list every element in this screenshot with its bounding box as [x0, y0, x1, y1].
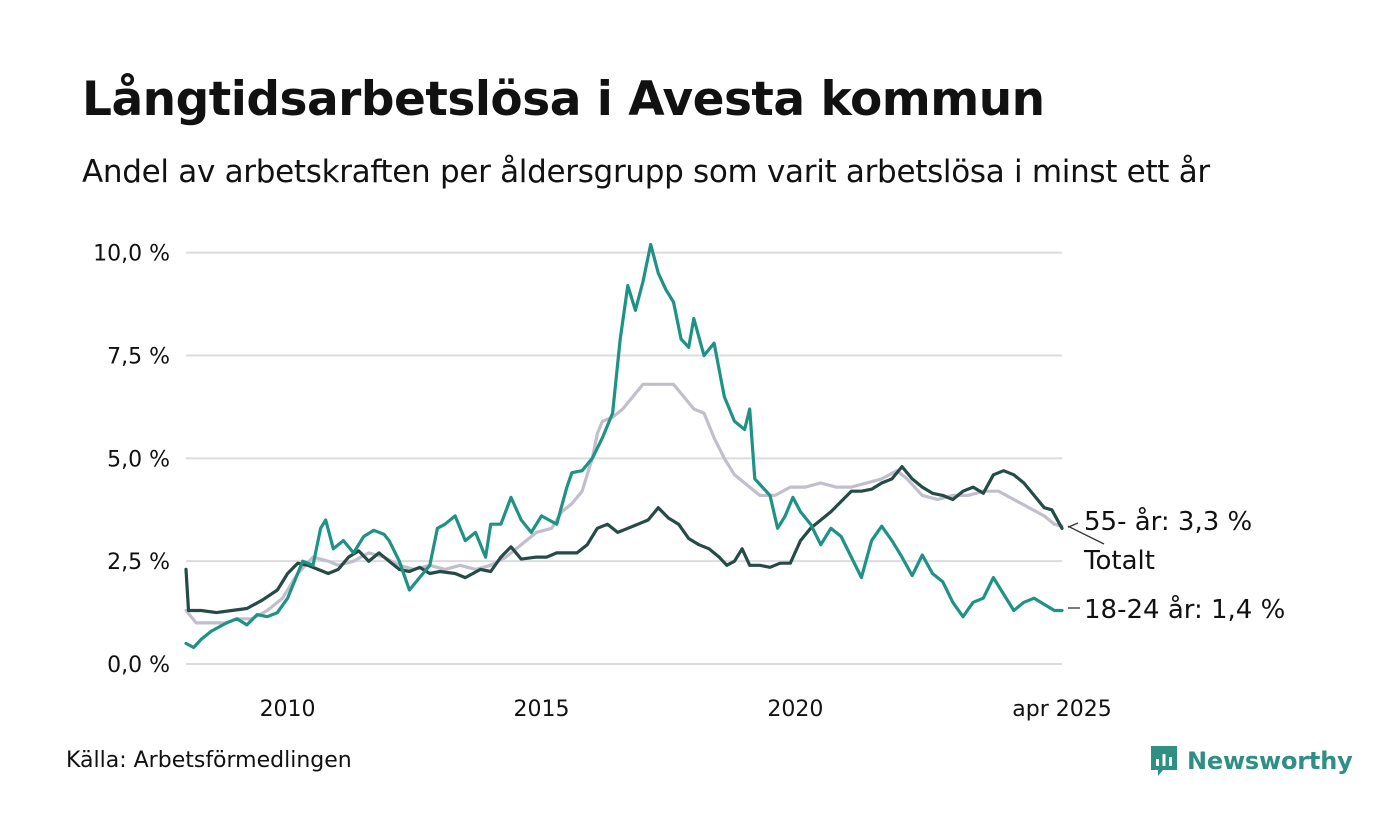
chart-subtitle: Andel av arbetskraften per åldersgrupp s… — [82, 154, 1210, 190]
series-line-55-r — [184, 465, 1064, 615]
bar-chart-icon — [1151, 746, 1177, 776]
y-tick-label: 5,0 % — [107, 447, 170, 472]
series-lines — [184, 242, 1064, 650]
end-label: 18-24 år: 1,4 % — [1084, 594, 1285, 625]
source-credit: Källa: Arbetsförmedlingen — [66, 748, 352, 773]
x-tick-label: 2020 — [767, 697, 823, 722]
grid-lines — [186, 251, 1062, 665]
x-tick-label: 2010 — [260, 697, 316, 722]
x-tick-label: 2015 — [513, 697, 569, 722]
x-axis-ticks: 2010 2015 2020 apr 2025 — [260, 697, 1112, 722]
brand-logo: Newsworthy — [1149, 744, 1353, 778]
brand-name: Newsworthy — [1187, 747, 1353, 775]
y-tick-label: 10,0 % — [93, 242, 170, 267]
series-line-totalt — [184, 382, 1064, 625]
end-label: Totalt — [1083, 546, 1155, 576]
leader-line — [1067, 525, 1105, 545]
y-tick-label: 0,0 % — [107, 653, 170, 678]
x-tick-label: apr 2025 — [1012, 697, 1111, 722]
chart-title: Långtidsarbetslösa i Avesta kommun — [82, 72, 1045, 127]
y-axis-ticks: 0,0 % 2,5 % 5,0 % 7,5 % 10,0 % — [93, 242, 170, 678]
end-label: 55- år: 3,3 % — [1084, 506, 1252, 537]
y-tick-label: 7,5 % — [107, 345, 170, 370]
end-labels: 55- år: 3,3 % Totalt 18-24 år: 1,4 % — [1067, 506, 1285, 625]
series-line-18-24-r — [184, 242, 1064, 650]
y-tick-label: 2,5 % — [107, 550, 170, 575]
